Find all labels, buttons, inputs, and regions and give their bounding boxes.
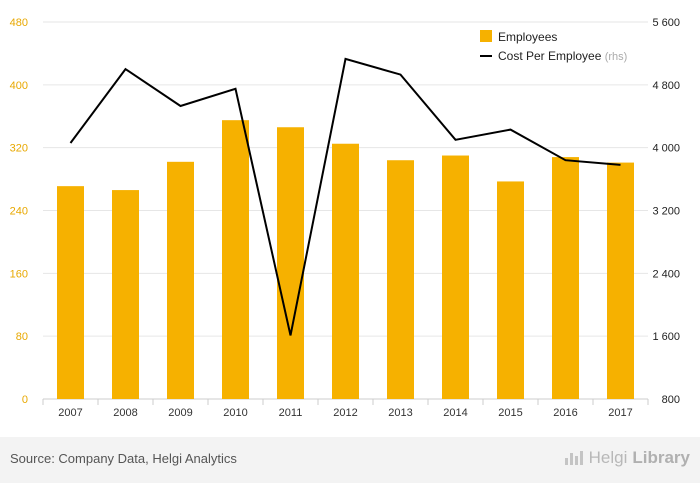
x-tick-label: 2014 — [443, 407, 467, 419]
y-left-tick-label: 160 — [10, 268, 28, 280]
y-right-tick-label: 800 — [662, 394, 680, 406]
bar-employees — [607, 162, 634, 399]
y-right-tick-label: 4 800 — [652, 80, 680, 92]
x-tick-label: 2013 — [388, 407, 412, 419]
y-left-tick-label: 240 — [10, 206, 28, 218]
x-tick-label: 2007 — [58, 407, 82, 419]
brand-name-a: Helgi — [588, 448, 628, 467]
y-left-tick-label: 0 — [22, 394, 28, 406]
bar-employees — [552, 157, 579, 399]
x-tick-label: 2008 — [113, 407, 137, 419]
y-left-tick-label: 480 — [10, 17, 28, 29]
x-tick-label: 2017 — [608, 407, 632, 419]
bar-employees — [167, 161, 194, 399]
y-right-tick-label: 5 600 — [652, 17, 680, 29]
y-right-tick-label: 1 600 — [652, 331, 680, 343]
y-left-tick-label: 320 — [10, 143, 28, 155]
x-tick-label: 2016 — [553, 407, 577, 419]
footer: Source: Company Data, Helgi Analytics He… — [0, 437, 700, 483]
bar-employees — [332, 143, 359, 399]
legend-swatch-employees — [480, 30, 492, 42]
bar-employees — [112, 190, 139, 399]
brand-logo: Helgi Library — [564, 448, 690, 468]
line-cost-per-employee — [69, 57, 621, 336]
bar-employees — [497, 181, 524, 399]
x-tick-label: 2015 — [498, 407, 522, 419]
brand-name-b: Library — [632, 448, 690, 467]
legend-label-cost-suffix: (rhs) — [605, 51, 628, 63]
brand-logo-icon — [564, 451, 583, 465]
bar-employees — [222, 120, 249, 399]
y-right-tick-label: 2 400 — [652, 268, 680, 280]
y-left-tick-label: 400 — [10, 80, 28, 92]
legend-label-employees: Employees — [498, 30, 557, 44]
y-left-tick-label: 80 — [16, 331, 28, 343]
x-tick-label: 2012 — [333, 407, 357, 419]
bar-employees — [57, 186, 84, 399]
y-right-tick-label: 3 200 — [652, 206, 680, 218]
chart: 0 80 160 240 320 400 480 800 1 600 2 400 3 200 4 00… — [10, 17, 680, 419]
legend-label-cost: Cost Per Employee (rhs) — [498, 49, 627, 63]
x-tick-label: 2010 — [223, 407, 247, 419]
bar-employees — [442, 155, 469, 399]
bar-employees — [277, 127, 304, 399]
source-note: Source: Company Data, Helgi Analytics — [10, 451, 237, 466]
y-right-tick-label: 4 000 — [652, 143, 680, 155]
x-tick-label: 2009 — [168, 407, 192, 419]
bar-employees — [387, 160, 414, 399]
x-tick-label: 2011 — [279, 407, 303, 419]
